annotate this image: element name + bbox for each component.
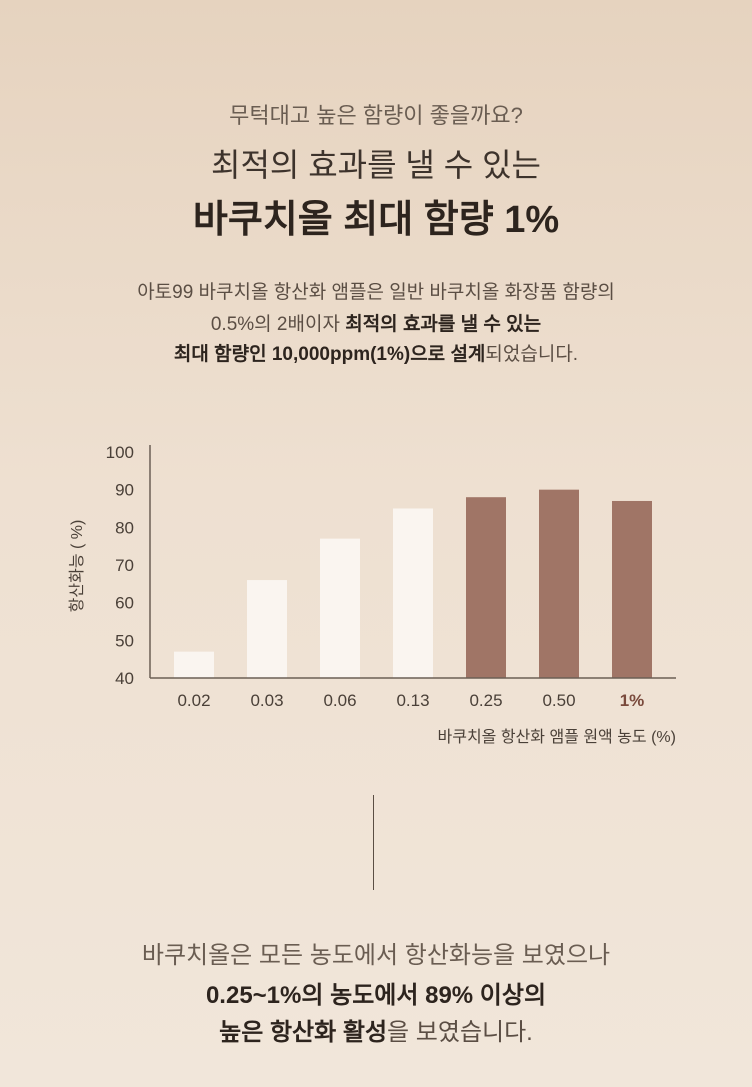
x-axis-title: 바쿠치올 항산화 앰플 원액 농도 (%) [438,728,676,746]
summary-line-3-bold: 높은 항산화 활성 [219,1019,388,1046]
headline-question: 무턱대고 높은 함량이 좋을까요? [229,103,523,128]
headline-subtitle: 최적의 효과를 낼 수 있는 [211,147,541,183]
summary-line-3-plain: 을 보였습니다. [387,1019,533,1046]
description-line-2: 0.5%의 2배이자 최적의 효과를 낼 수 있는 [0,315,752,334]
description-line-3-bold: 최대 함량인 10,000ppm(1%)으로 설계 [173,344,486,365]
x-tick-label: 0.06 [323,691,356,710]
summary-line-3: 높은 항산화 활성을 보였습니다. [0,1012,752,1047]
bar-chart: 40 50 60 70 80 90 100 0.02 0.03 0.06 0.13 0.25 0.50 1… [68,443,676,746]
y-tick-label: 40 [115,669,134,688]
headline-title: 바쿠치올 최대 함량 1% [192,199,560,241]
x-tick-label: 0.03 [250,691,283,710]
bar [247,580,287,678]
y-tick-label: 60 [115,594,134,613]
bar [393,508,433,678]
x-tick-label: 0.02 [177,691,210,710]
summary-line-2: 0.25~1%의 농도에서 89% 이상의 [205,982,547,1009]
y-tick-label: 70 [115,556,134,575]
y-axis-title: 항산화능 ( %) [68,520,86,613]
description-line-3-plain: 되었습니다. [485,344,579,365]
x-tick-label: 0.25 [469,691,502,710]
bar [612,500,652,678]
description-line-1: 아토99 바쿠치올 항산화 앰플은 일반 바쿠치올 화장품 함량의 [137,282,615,303]
x-tick-label: 0.13 [396,691,429,710]
bar [174,651,214,678]
description-line-2-plain: 0.5%의 2배이자 [210,314,346,335]
bar [320,538,360,678]
bar [539,489,579,678]
description-line-2-bold: 최적의 효과를 낼 수 있는 [345,314,542,335]
summary-line-1: 바쿠치올은 모든 농도에서 항산화능을 보였으나 [141,942,611,969]
y-tick-label: 100 [106,443,134,462]
description-line-3: 최대 함량인 10,000ppm(1%)으로 설계되었습니다. [0,345,752,364]
y-tick-label: 80 [115,518,134,537]
bar [466,497,506,678]
x-tick-label: 1% [620,691,645,710]
divider-line [373,795,374,890]
x-tick-label: 0.50 [542,691,575,710]
y-tick-label: 90 [115,481,134,500]
y-tick-label: 50 [115,631,134,650]
